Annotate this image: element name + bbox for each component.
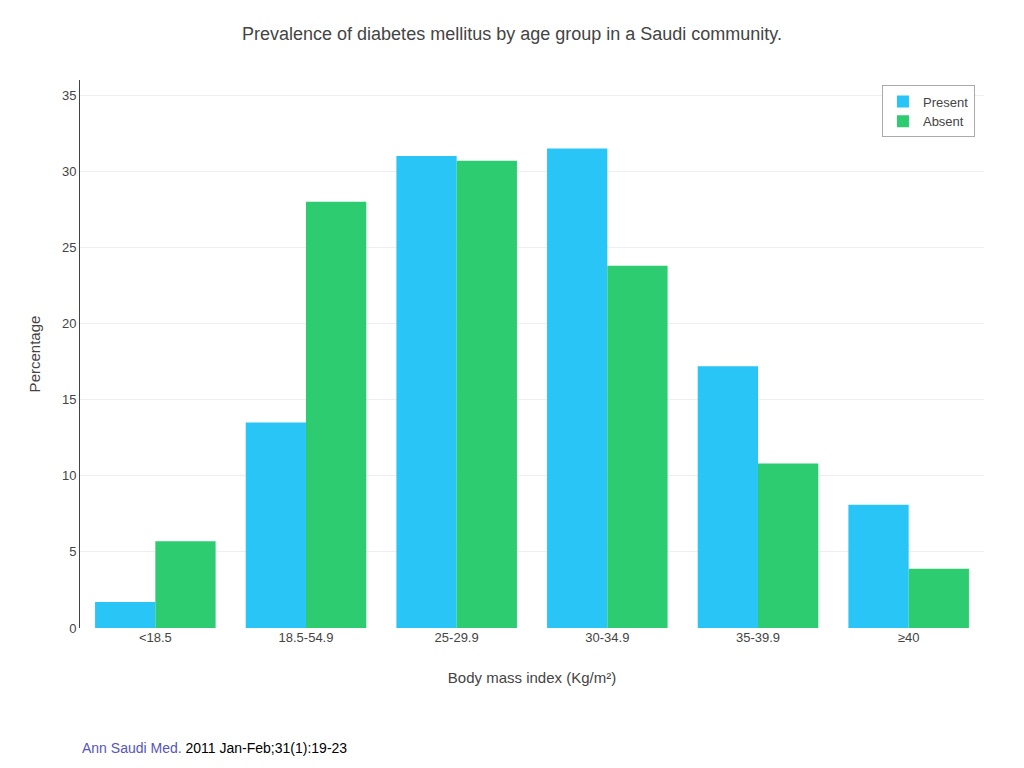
svg-text:≥40: ≥40 <box>898 630 920 645</box>
svg-text:Percentage: Percentage <box>26 316 43 393</box>
svg-text:35: 35 <box>62 88 76 103</box>
svg-text:18.5-54.9: 18.5-54.9 <box>279 630 334 645</box>
svg-text:0: 0 <box>69 621 76 636</box>
svg-text:25: 25 <box>62 240 76 255</box>
svg-text:10: 10 <box>62 468 76 483</box>
svg-text:<18.5: <18.5 <box>139 630 172 645</box>
svg-text:Absent: Absent <box>923 114 964 129</box>
svg-text:30-34.9: 30-34.9 <box>585 630 629 645</box>
svg-text:15: 15 <box>62 392 76 407</box>
svg-text:5: 5 <box>69 544 76 559</box>
svg-text:20: 20 <box>62 316 76 331</box>
svg-text:Present: Present <box>923 95 968 110</box>
svg-text:30: 30 <box>62 164 76 179</box>
svg-text:35-39.9: 35-39.9 <box>736 630 780 645</box>
svg-text:Prevalence of diabetes mellitu: Prevalence of diabetes mellitus by age g… <box>242 24 782 44</box>
svg-text:Body mass index (Kg/m²): Body mass index (Kg/m²) <box>448 669 616 686</box>
svg-text:25-29.9: 25-29.9 <box>435 630 479 645</box>
svg-text:Ann Saudi Med. 2011 Jan-Feb;31: Ann Saudi Med. 2011 Jan-Feb;31(1):19-23 <box>82 740 347 756</box>
